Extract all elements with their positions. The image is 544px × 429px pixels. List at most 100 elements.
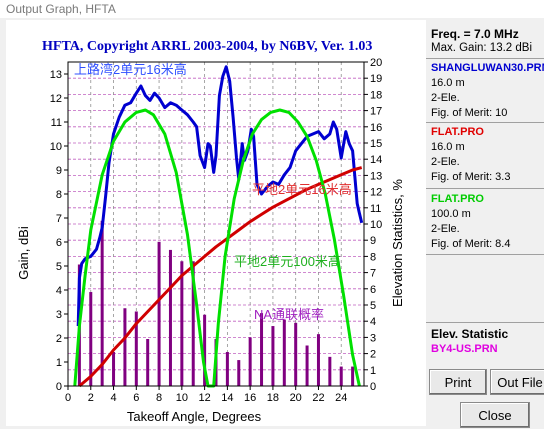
y-tick-label: 7: [56, 213, 62, 225]
y2-tick-label: 15: [370, 138, 382, 150]
annotation-flat-100m: 平地2单元100米高: [234, 254, 341, 269]
print-button[interactable]: Print: [429, 369, 487, 395]
elevation-bar: [168, 249, 172, 386]
y2-tick-label: 6: [370, 284, 376, 296]
elevation-bar: [328, 356, 332, 386]
antenna-3-name: FLAT.PRO: [431, 193, 484, 205]
chart-title: HFTA, Copyright ARRL 2003-2004, by N6BV,…: [42, 39, 372, 54]
window-title: Output Graph, HFTA: [6, 2, 116, 16]
x-tick-label: 4: [110, 392, 116, 404]
antenna-2-height: 16.0 m: [431, 141, 465, 153]
elevation-bar: [146, 339, 150, 386]
y2-tick-label: 4: [370, 316, 376, 328]
panel-divider: [426, 188, 544, 189]
window-titlebar: Output Graph, HFTA: [0, 0, 544, 18]
elev-statistic-file: BY4-US.PRN: [431, 343, 498, 355]
antenna-1-type: 2-Ele.: [431, 92, 460, 104]
y-tick-label: 13: [50, 69, 62, 81]
y2-tick-label: 11: [370, 203, 381, 215]
x-tick-label: 24: [335, 392, 347, 404]
elevation-bar: [100, 220, 104, 386]
y-tick-label: 11: [51, 117, 62, 129]
y-tick-label: 0: [56, 381, 62, 393]
elevation-bars: [77, 220, 355, 386]
panel-divider: [426, 122, 544, 123]
y-tick-label: 1: [56, 357, 62, 369]
x-tick-label: 0: [65, 392, 71, 404]
x-axis-label: Takeoff Angle, Degrees: [127, 409, 262, 424]
elevation-bar: [89, 292, 93, 386]
out-file-button[interactable]: Out File: [490, 369, 544, 395]
y2-tick-label: 0: [370, 381, 376, 393]
antenna-3-height: 100.0 m: [431, 208, 471, 220]
x-tick-label: 18: [267, 392, 279, 404]
elevation-bar: [180, 261, 184, 386]
elevation-bar: [191, 261, 195, 386]
series-line-2: [78, 166, 363, 388]
x-tick-label: 2: [88, 392, 94, 404]
y-tick-label: 8: [56, 189, 62, 201]
y2-tick-label: 10: [370, 219, 382, 231]
frequency-label: Freq. = 7.0 MHz: [431, 27, 519, 41]
y2-tick-label: 3: [370, 332, 376, 344]
x-tick-label: 20: [290, 392, 302, 404]
elevation-bar: [237, 360, 241, 386]
results-panel: Freq. = 7.0 MHz Max. Gain: 13.2 dBi SHAN…: [426, 18, 544, 428]
x-tick-label: 10: [176, 392, 188, 404]
y2-tick-label: 13: [370, 170, 382, 182]
antenna-2-type: 2-Ele.: [431, 156, 460, 168]
y-tick-label: 3: [56, 309, 62, 321]
y2-tick-label: 5: [370, 300, 376, 312]
y2-tick-label: 16: [370, 122, 382, 134]
elev-statistic-title: Elev. Statistic: [431, 327, 509, 341]
x-tick-label: 6: [133, 392, 139, 404]
elevation-bar: [294, 322, 298, 386]
antenna-3-merit: Fig. of Merit: 8.4: [431, 238, 511, 250]
x-tick-label: 16: [244, 392, 256, 404]
y-tick-label: 5: [56, 261, 62, 273]
print-button-label: Print: [444, 375, 472, 390]
y2-tick-label: 9: [370, 235, 376, 247]
annotation-shangluwan: 上路湾2单元16米高: [74, 62, 187, 77]
elevation-bar: [316, 334, 320, 386]
antenna-1-name: SHANGLUWAN30.PRN: [431, 62, 544, 74]
close-button[interactable]: Close: [460, 402, 530, 428]
elevation-bar: [260, 313, 264, 386]
y2-tick-label: 8: [370, 251, 376, 263]
elevation-bar: [339, 366, 343, 386]
elevation-bar: [305, 345, 309, 386]
elevation-bar: [282, 319, 286, 386]
antenna-3-type: 2-Ele.: [431, 223, 460, 235]
elevation-bar: [248, 337, 252, 386]
y2-tick-label: 14: [370, 154, 382, 166]
y-tick-label: 4: [56, 285, 62, 297]
elevation-bar: [112, 351, 116, 386]
y2-tick-label: 7: [370, 268, 376, 280]
y2-axis-label: Elevation Statistics, %: [390, 179, 405, 307]
close-button-label: Close: [478, 408, 512, 423]
out-file-button-label: Out File: [497, 375, 543, 390]
x-tick-label: 14: [221, 392, 233, 404]
antenna-1-height: 16.0 m: [431, 77, 465, 89]
elevation-bar: [134, 311, 138, 386]
panel-divider: [426, 322, 544, 323]
antenna-2-name: FLAT.PRO: [431, 126, 484, 138]
elevation-bar: [271, 326, 275, 386]
y-axis-label: Gain, dBi: [16, 226, 31, 280]
y-tick-label: 2: [56, 333, 62, 345]
elevation-bar: [123, 308, 127, 386]
y-tick-label: 6: [56, 237, 62, 249]
panel-divider: [426, 254, 544, 255]
elevation-bar: [203, 314, 207, 386]
y2-tick-label: 1: [370, 365, 376, 377]
series-line-1: [76, 65, 364, 327]
y-tick-label: 9: [56, 165, 62, 177]
elevation-bar: [225, 351, 229, 386]
x-tick-label: 8: [156, 392, 162, 404]
y2-tick-label: 18: [370, 89, 382, 101]
annotation-flat-16m: 平地2单元16米高: [252, 182, 352, 197]
y2-tick-label: 20: [370, 57, 382, 69]
y2-tick-label: 12: [370, 187, 382, 199]
elevation-bar: [351, 366, 355, 386]
y-tick-label: 12: [50, 93, 62, 105]
